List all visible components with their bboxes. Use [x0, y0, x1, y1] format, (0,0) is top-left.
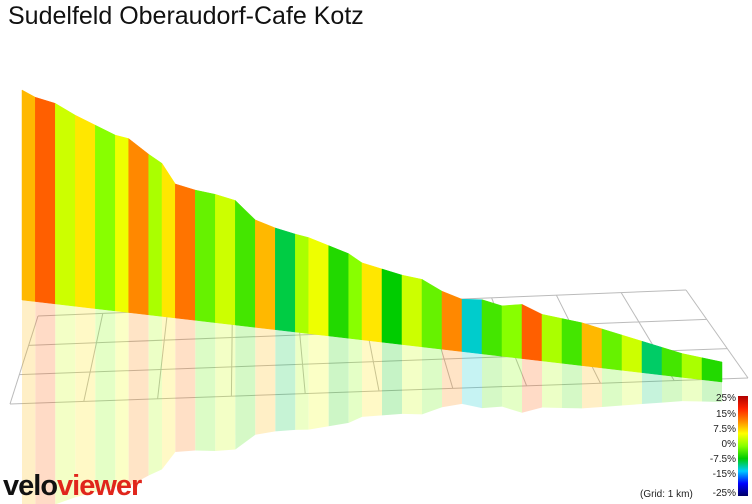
reflection-segment — [682, 377, 702, 402]
profile-segment — [235, 199, 256, 328]
profile-segment — [175, 183, 196, 321]
reflection-segment — [602, 367, 622, 407]
profile-segment — [21, 89, 36, 302]
reflection-segment — [662, 374, 682, 403]
reflection-segment — [95, 308, 116, 492]
profile-segment — [361, 262, 383, 343]
legend-label: 0% — [721, 439, 736, 450]
profile-segment — [195, 189, 216, 323]
profile-segment — [661, 347, 683, 378]
reflection-segment — [175, 317, 196, 452]
logo-part1: velo — [3, 470, 58, 502]
reflection-segment — [502, 356, 522, 413]
reflection-segment — [582, 365, 602, 409]
reflection-segment — [422, 346, 442, 415]
grid-line — [9, 315, 39, 405]
reflection-segment — [162, 316, 176, 470]
reflection-segment — [562, 363, 582, 409]
profile-segment — [275, 227, 296, 333]
profile-segment — [255, 219, 276, 330]
reflection-segment — [115, 310, 129, 487]
profile-segment — [215, 194, 236, 326]
page-title: Sudelfeld Oberaudorf-Cafe Kotz — [8, 2, 364, 30]
profile-segment — [401, 274, 423, 348]
gradient-legend: 25% 15% 7.5% 0% -7.5% -15% -25% — [700, 392, 752, 504]
profile-segment — [348, 253, 363, 341]
profile-wall — [21, 89, 723, 383]
reflection-segment — [348, 338, 362, 423]
legend-label: -25% — [712, 488, 736, 499]
reflection-segment — [55, 303, 76, 504]
legend-label: 15% — [715, 409, 736, 420]
profile-segment — [701, 357, 723, 383]
profile-segment — [161, 162, 176, 319]
profile-segment — [681, 353, 703, 380]
reflection-segment — [402, 344, 422, 415]
reflection-segment — [622, 370, 642, 406]
reflection-segment — [462, 351, 482, 409]
profile-segment — [501, 304, 523, 359]
grid-line — [157, 310, 169, 399]
reflection-segment — [442, 349, 462, 408]
profile-segment — [308, 237, 329, 337]
reflection-segment — [235, 324, 256, 450]
veloviewer-logo: veloviewer — [3, 470, 142, 503]
grid-line — [685, 289, 749, 379]
grid-scale-note: (Grid: 1 km) — [640, 489, 693, 500]
profile-segment — [295, 233, 309, 334]
reflection-segment — [35, 301, 56, 504]
reflection-segment — [195, 320, 216, 451]
profile-reflection — [22, 300, 722, 504]
profile-segment — [148, 153, 163, 317]
profile-segment — [521, 303, 543, 362]
reflection-segment — [362, 339, 382, 417]
profile-segment — [95, 124, 116, 312]
grid-line — [83, 313, 104, 402]
profile-segment — [601, 328, 623, 371]
gradient-color-bar — [738, 396, 748, 496]
legend-label: 25% — [715, 393, 736, 404]
profile-segment — [328, 245, 349, 339]
profile-segment — [75, 114, 96, 309]
logo-part2: viewer — [57, 470, 142, 502]
reflection-segment — [642, 372, 662, 405]
reflection-segment — [275, 329, 296, 432]
reflection-segment — [482, 353, 502, 409]
profile-segment — [441, 290, 463, 352]
profile-segment — [561, 318, 583, 366]
profile-segment — [481, 299, 503, 357]
reflection-segment — [522, 358, 542, 413]
reflection-segment — [255, 327, 276, 435]
profile-segment — [381, 268, 403, 345]
legend-label: -15% — [712, 469, 736, 480]
reflection-segment — [542, 360, 562, 408]
reflection-segment — [75, 306, 96, 498]
profile-segment — [641, 340, 663, 376]
profile-segment — [461, 298, 483, 355]
legend-label: -7.5% — [709, 454, 736, 465]
profile-segment — [621, 334, 643, 373]
reflection-segment — [215, 322, 236, 451]
reflection-segment — [308, 333, 329, 430]
profile-segment — [35, 96, 56, 305]
grid-line — [9, 377, 749, 405]
reflection-segment — [22, 300, 36, 504]
profile-segment — [581, 322, 603, 369]
reflection-segment — [382, 342, 402, 416]
profile-segment — [128, 138, 149, 316]
reflection-segment — [148, 314, 162, 476]
profile-segment — [421, 278, 443, 350]
reflection-segment — [702, 379, 722, 402]
reflection-segment — [328, 335, 349, 427]
profile-segment — [115, 134, 129, 313]
reflection-segment — [295, 332, 309, 430]
profile-segment — [55, 102, 76, 307]
legend-label: 7.5% — [713, 424, 736, 435]
reflection-segment — [128, 312, 149, 487]
profile-segment — [541, 314, 563, 364]
